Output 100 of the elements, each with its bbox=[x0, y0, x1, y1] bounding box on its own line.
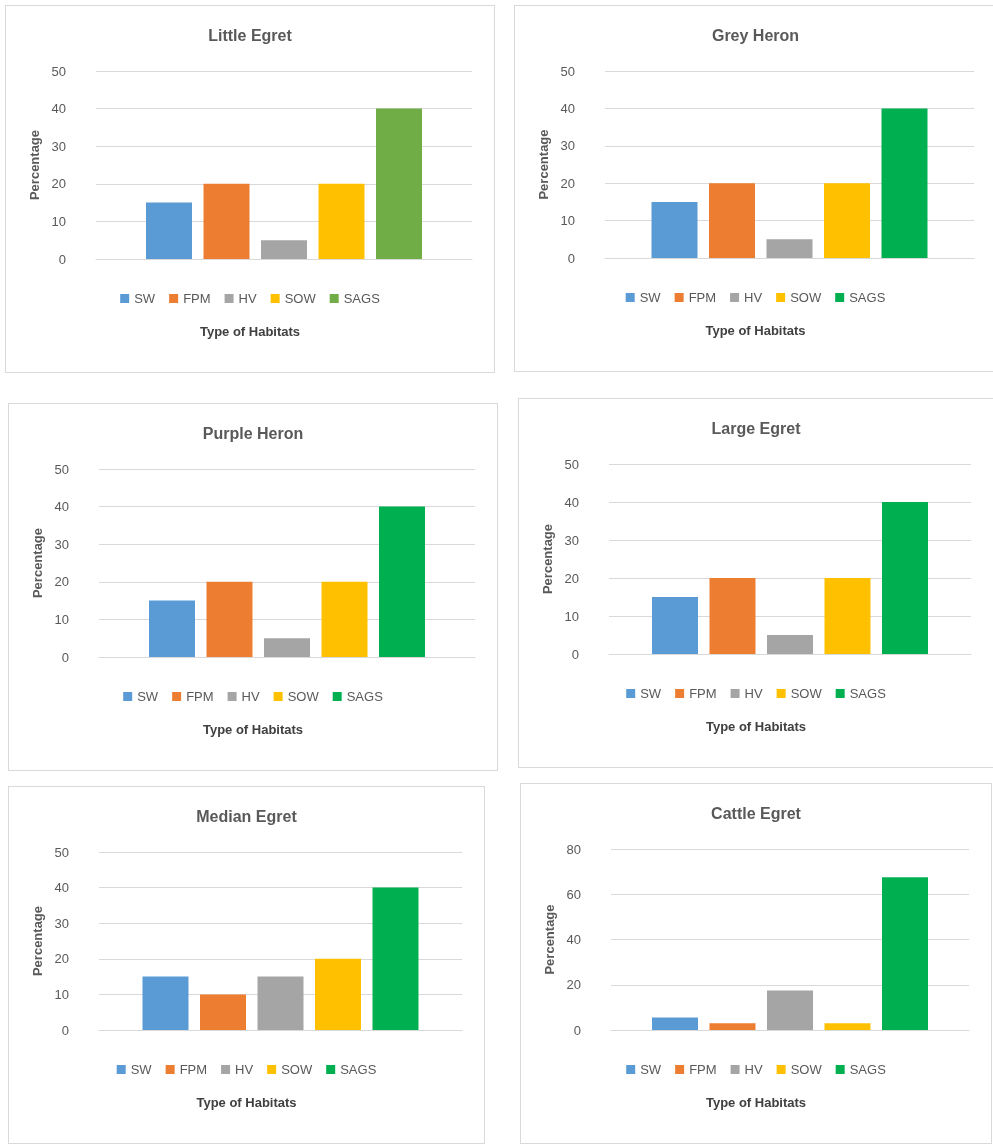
y-axis-title: Percentage bbox=[541, 904, 557, 975]
bar bbox=[142, 976, 189, 1030]
y-tick-label: 80 bbox=[566, 841, 581, 857]
y-tick-label: 10 bbox=[54, 986, 69, 1002]
bar bbox=[200, 994, 246, 1030]
bar bbox=[881, 108, 928, 258]
y-tick-label: 10 bbox=[560, 213, 575, 229]
bar bbox=[709, 578, 756, 654]
legend-label: SOW bbox=[284, 291, 317, 306]
x-axis-title: Type of Habitats bbox=[705, 719, 807, 734]
chart-title: Grey Heron bbox=[711, 26, 800, 44]
bar bbox=[766, 239, 813, 258]
bar bbox=[315, 958, 361, 1030]
x-axis-title: Type of Habitats bbox=[705, 1095, 807, 1110]
y-tick-label: 10 bbox=[51, 213, 66, 229]
bar bbox=[146, 202, 192, 259]
y-tick-label: 0 bbox=[61, 649, 69, 665]
y-tick-label: 30 bbox=[564, 532, 579, 548]
y-tick-label: 40 bbox=[54, 499, 69, 515]
legend-label: FPM bbox=[688, 290, 717, 305]
y-axis-title: Percentage bbox=[29, 527, 45, 599]
y-tick-label: 50 bbox=[54, 844, 69, 860]
y-tick-label: 10 bbox=[564, 608, 579, 624]
legend-label: SOW bbox=[281, 1062, 313, 1077]
y-axis-title: Percentage bbox=[29, 905, 45, 977]
y-tick-label: 30 bbox=[54, 915, 69, 931]
chart-title: Large Egret bbox=[711, 419, 802, 437]
y-tick-label: 0 bbox=[61, 1022, 69, 1038]
legend-label: HV bbox=[744, 290, 763, 305]
y-tick-label: 40 bbox=[51, 101, 66, 117]
legend-label: SOW bbox=[790, 686, 823, 701]
bar bbox=[652, 1017, 698, 1030]
y-tick-label: 40 bbox=[54, 880, 69, 896]
legend-label: HV bbox=[744, 1062, 763, 1077]
y-axis-title: Percentage bbox=[535, 129, 551, 200]
bar bbox=[149, 600, 195, 657]
x-axis-title: Type of Habitats bbox=[199, 324, 301, 339]
y-tick-label: 20 bbox=[54, 574, 69, 590]
bar bbox=[203, 183, 250, 259]
legend-label: HV bbox=[241, 689, 260, 704]
bar bbox=[709, 183, 755, 258]
legend-label: FPM bbox=[689, 1062, 717, 1077]
bar bbox=[264, 638, 310, 657]
y-tick-label: 20 bbox=[51, 176, 66, 192]
chart-title: Little Egret bbox=[208, 26, 293, 44]
y-tick-label: 40 bbox=[566, 932, 581, 947]
legend-label: SAGS bbox=[340, 1062, 377, 1077]
legend-label: HV bbox=[235, 1062, 254, 1077]
bar bbox=[652, 597, 698, 654]
y-tick-label: 50 bbox=[564, 456, 579, 472]
legend-label: SW bbox=[134, 291, 156, 306]
y-tick-label: 10 bbox=[54, 611, 69, 627]
y-tick-label: 0 bbox=[573, 1022, 581, 1038]
y-tick-label: 40 bbox=[564, 494, 579, 510]
y-tick-label: 0 bbox=[58, 251, 66, 267]
legend-label: SAGS bbox=[849, 290, 886, 305]
legend-label: SW bbox=[130, 1062, 153, 1077]
bar bbox=[824, 183, 870, 258]
y-tick-label: 0 bbox=[567, 250, 575, 266]
bar bbox=[824, 578, 871, 654]
bar bbox=[206, 581, 253, 657]
legend-label: HV bbox=[238, 291, 257, 306]
bar bbox=[379, 506, 425, 657]
legend-label: SW bbox=[639, 290, 662, 305]
legend-label: SOW bbox=[287, 689, 320, 704]
y-tick-label: 0 bbox=[571, 646, 579, 662]
legend-label: SOW bbox=[790, 290, 822, 305]
bar bbox=[321, 581, 368, 657]
legend-label: FPM bbox=[186, 689, 214, 704]
bar bbox=[372, 887, 419, 1030]
y-tick-label: 40 bbox=[560, 100, 575, 116]
legend-label: SOW bbox=[790, 1062, 823, 1077]
y-axis-title: Percentage bbox=[539, 523, 555, 595]
x-axis-title: Type of Habitats bbox=[202, 722, 304, 737]
y-tick-label: 30 bbox=[51, 138, 66, 154]
legend-label: SAGS bbox=[849, 686, 887, 701]
bar bbox=[882, 877, 928, 1030]
legend-label: HV bbox=[744, 686, 763, 701]
bar bbox=[767, 635, 813, 654]
bar bbox=[709, 1023, 756, 1030]
y-tick-label: 20 bbox=[564, 570, 579, 586]
legend-label: SW bbox=[640, 1062, 662, 1077]
bar bbox=[882, 502, 928, 654]
legend-label: FPM bbox=[183, 291, 211, 306]
y-tick-label: 50 bbox=[51, 63, 66, 79]
bar bbox=[376, 108, 422, 259]
x-axis-title: Type of Habitats bbox=[196, 1095, 297, 1110]
legend-label: SAGS bbox=[849, 1062, 887, 1077]
legend-label: SAGS bbox=[346, 689, 384, 704]
bar bbox=[261, 240, 307, 259]
y-tick-label: 30 bbox=[560, 138, 575, 154]
y-tick-label: 20 bbox=[560, 175, 575, 191]
legend-label: SAGS bbox=[343, 291, 381, 306]
bar bbox=[824, 1023, 871, 1030]
bar bbox=[318, 183, 365, 259]
y-tick-label: 20 bbox=[566, 977, 581, 993]
y-tick-label: 30 bbox=[54, 536, 69, 552]
x-axis-title: Type of Habitats bbox=[705, 323, 806, 338]
legend-label: FPM bbox=[689, 686, 717, 701]
legend-label: FPM bbox=[179, 1062, 208, 1077]
